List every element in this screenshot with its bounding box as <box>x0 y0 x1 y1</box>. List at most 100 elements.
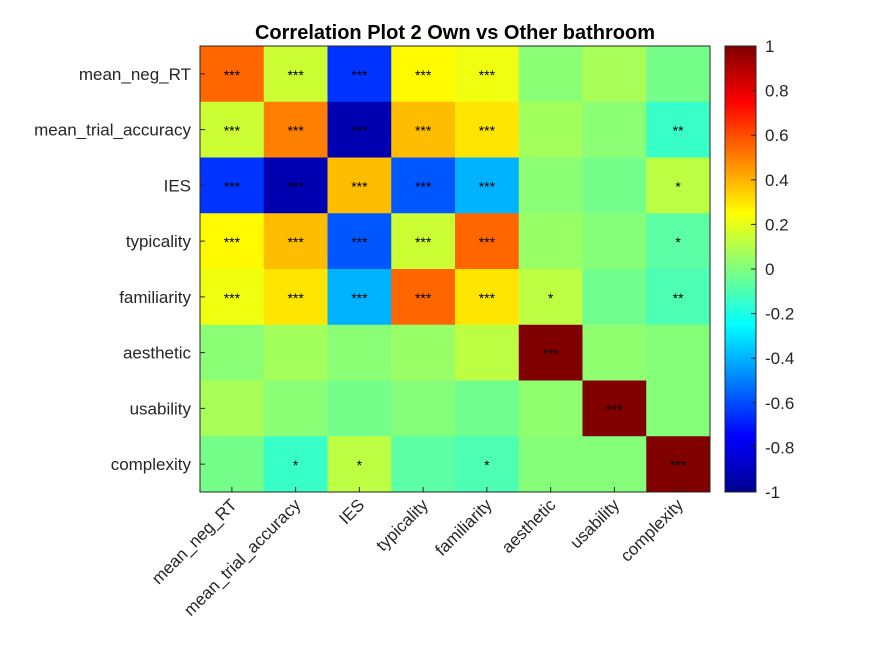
colorbar-tick-label: 0.4 <box>765 171 789 190</box>
heatmap-cell <box>646 380 711 437</box>
heatmap-cell <box>518 101 583 158</box>
heatmap-cell <box>391 380 456 437</box>
row-label: typicality <box>126 232 192 251</box>
colorbar-tick-label: 0.2 <box>765 215 789 234</box>
significance-label: *** <box>287 67 304 83</box>
significance-label: *** <box>670 457 687 473</box>
heatmap-cell <box>518 213 583 270</box>
heatmap-cell <box>646 324 711 381</box>
significance-label: *** <box>415 234 432 250</box>
heatmap-cell <box>263 380 328 437</box>
heatmap-cell <box>646 213 711 270</box>
heatmap-cell <box>582 380 647 437</box>
colorbar-tick-label: 0.8 <box>765 82 789 101</box>
column-label: complexity <box>617 495 688 566</box>
colorbar-tick-label: 1 <box>765 37 774 56</box>
row-label: mean_neg_RT <box>79 65 191 84</box>
significance-label: *** <box>479 234 496 250</box>
heatmap-cell <box>455 436 520 493</box>
significance-label: ** <box>673 290 684 306</box>
heatmap-cell <box>263 436 328 493</box>
significance-label: * <box>484 457 490 473</box>
significance-label: *** <box>351 67 368 83</box>
heatmap-cells <box>200 46 711 493</box>
heatmap-cell <box>518 157 583 214</box>
heatmap-cell <box>200 269 265 326</box>
heatmap-cell <box>327 213 392 270</box>
heatmap-cell <box>646 436 711 493</box>
significance-label: * <box>675 234 681 250</box>
column-label: mean_trial_accuracy <box>180 495 305 620</box>
heatmap-cell <box>200 157 265 214</box>
colorbar <box>724 45 757 493</box>
heatmap-cell <box>518 324 583 381</box>
significance-label: *** <box>542 346 559 362</box>
heatmap-cell <box>200 324 265 381</box>
heatmap-cell <box>391 269 456 326</box>
row-label: familiarity <box>119 288 191 307</box>
heatmap-cell <box>200 101 265 158</box>
heatmap-cell <box>391 436 456 493</box>
significance-label: *** <box>287 290 304 306</box>
heatmap-cell <box>582 157 647 214</box>
colorbar-tick-label: -0.8 <box>765 438 794 457</box>
significance-label: *** <box>224 67 241 83</box>
heatmap-cell <box>327 157 392 214</box>
significance-label: *** <box>287 123 304 139</box>
heatmap-cell <box>327 380 392 437</box>
heatmap-cell <box>518 436 583 493</box>
heatmap-cell <box>200 436 265 493</box>
colorbar-tick-label: -1 <box>765 483 780 502</box>
colorbar-ticks: 1 0.8 0.6 0.4 0.2 0 -0.2 -0.4 -0.6 -0.8 -1 <box>751 37 794 502</box>
heatmap-cell <box>455 213 520 270</box>
row-label: aesthetic <box>123 344 192 363</box>
colorbar-tick-label: -0.2 <box>765 305 794 324</box>
heatmap-cell <box>327 101 392 158</box>
column-label: usability <box>566 495 623 552</box>
heatmap-cell <box>518 269 583 326</box>
significance-labels: *** *** *** *** ****** *** *** *** *** ***** *** **… <box>224 67 687 473</box>
heatmap-cell <box>263 269 328 326</box>
heatmap-cell <box>582 436 647 493</box>
heatmap-cell <box>200 380 265 437</box>
significance-label: *** <box>351 234 368 250</box>
row-label: complexity <box>111 455 192 474</box>
heatmap-cell <box>391 213 456 270</box>
significance-label: *** <box>287 178 304 194</box>
heatmap-cell <box>391 46 456 103</box>
heatmap-cell <box>327 436 392 493</box>
heatmap-cell <box>455 46 520 103</box>
colorbar-tick-label: 0 <box>765 260 774 279</box>
column-label: aesthetic <box>498 495 560 557</box>
heatmap-cell <box>646 157 711 214</box>
heatmap-cell <box>391 157 456 214</box>
row-label: IES <box>164 176 191 195</box>
significance-label: *** <box>479 123 496 139</box>
row-labels: mean_neg_RT mean_trial_accuracy IES typical… <box>34 65 205 474</box>
heatmap-cell <box>263 213 328 270</box>
significance-label: *** <box>415 290 432 306</box>
heatmap-cell <box>327 269 392 326</box>
column-label: familiarity <box>432 495 497 560</box>
heatmap-cell <box>263 324 328 381</box>
heatmap-cell <box>455 269 520 326</box>
significance-label: *** <box>479 290 496 306</box>
heatmap-cell <box>646 101 711 158</box>
significance-label: *** <box>606 401 623 417</box>
heatmap-cell <box>582 269 647 326</box>
significance-label: *** <box>224 290 241 306</box>
significance-label: * <box>357 457 363 473</box>
heatmap-cell <box>200 213 265 270</box>
heatmap-cell <box>582 213 647 270</box>
heatmap-cell <box>263 46 328 103</box>
significance-label: *** <box>415 123 432 139</box>
heatmap-cell <box>200 46 265 103</box>
row-label: usability <box>130 399 192 418</box>
column-label: IES <box>335 495 368 528</box>
significance-label: *** <box>479 67 496 83</box>
significance-label: *** <box>351 123 368 139</box>
significance-label: *** <box>224 234 241 250</box>
